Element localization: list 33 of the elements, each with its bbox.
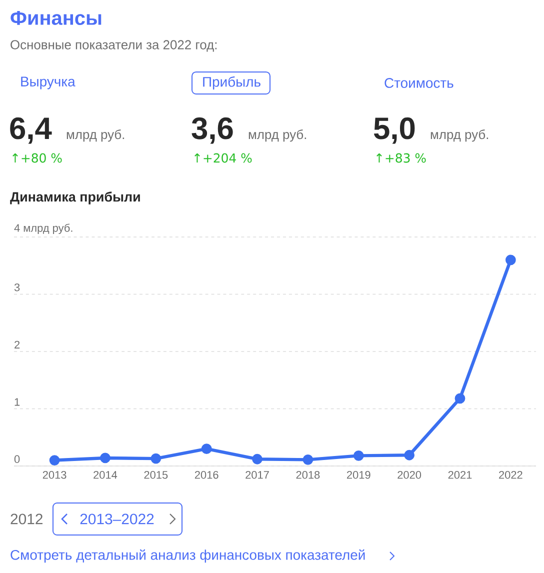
x-tick-label: 2021: [448, 471, 472, 479]
y-tick-label: 1: [14, 398, 20, 406]
x-tick-label: 2013: [42, 471, 66, 479]
text: 6,4: [10, 117, 52, 144]
text: Стоимость: [384, 78, 454, 88]
y-tick-label: 2: [14, 340, 20, 348]
text: 2013–2022: [80, 514, 154, 524]
text: млрд руб.: [430, 129, 488, 142]
text: 5,0: [374, 117, 415, 144]
x-tick-label: 2019: [346, 471, 370, 479]
y-tick-label: 3: [14, 284, 20, 292]
text: ↑+204 %: [194, 153, 252, 163]
x-tick-label: 2022: [499, 471, 522, 479]
x-tick-label: 2017: [246, 471, 269, 479]
text: Прибыль: [203, 76, 260, 90]
x-tick-label: 2016: [194, 471, 218, 479]
text: Смотреть детальный анализ финансовых показателей: [10, 549, 365, 563]
text: ↑+80 %: [12, 153, 62, 163]
x-tick-label: 2014: [94, 471, 118, 479]
x-tick-label: 2015: [144, 471, 168, 479]
chart-title: Финансы: [10, 11, 102, 25]
x-tick-label: 2018: [296, 471, 320, 479]
y-tick-label: 0: [14, 455, 20, 463]
text: ↑+83 %: [376, 153, 426, 163]
text: 3,6: [192, 117, 233, 144]
chart-subtitle: Основные показатели за 2022 год:: [10, 40, 217, 52]
text: Динамика прибыли: [10, 192, 140, 204]
text: 2012: [10, 514, 42, 524]
text: Выручка: [21, 76, 76, 90]
y-tick-label: 4 млрд руб.: [14, 224, 72, 234]
text: млрд руб.: [66, 129, 124, 142]
text: млрд руб.: [248, 129, 306, 142]
x-tick-label: 2020: [398, 471, 422, 479]
